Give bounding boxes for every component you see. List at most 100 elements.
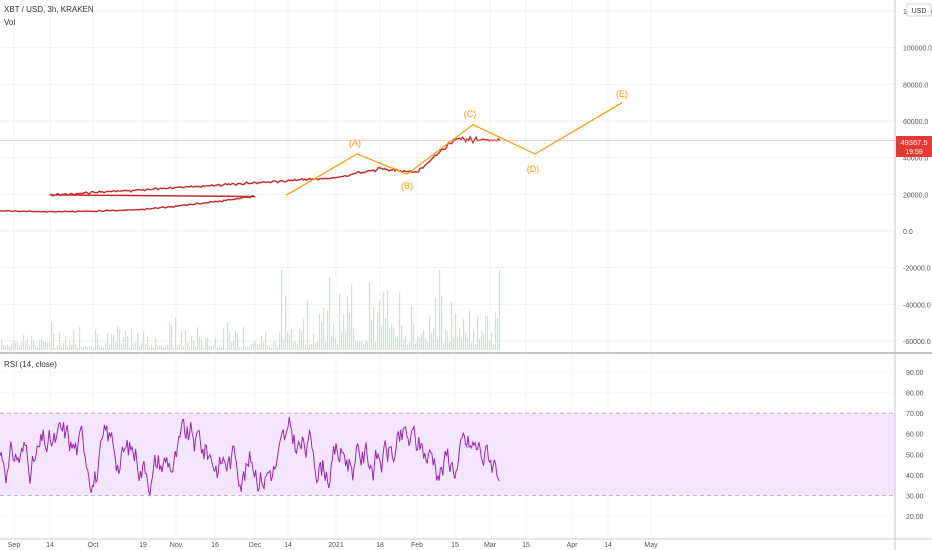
volume-bar [441,295,443,350]
volume-bar [467,338,469,350]
volume-bar [385,317,387,350]
volume-bar [373,307,375,350]
volume-bar [235,331,237,350]
price-axis-label: 0.0 [903,229,913,236]
volume-bar [25,342,27,350]
volume-bar [275,341,277,350]
volume-bar [405,336,407,350]
wave-label: (C) [464,109,477,119]
volume-bar [479,339,481,350]
volume-bar [309,344,311,350]
volume-bar [271,347,273,350]
volume-bar [455,313,457,350]
time-axis-label: 18 [376,542,384,549]
volume-bar [229,332,231,350]
volume-bar [47,342,49,350]
volume-bar [345,331,347,350]
volume-bar [57,345,59,350]
time-axis-label: 14 [46,542,54,549]
volume-bar [423,330,425,350]
price-axis-label: 40000.0 [903,156,928,163]
volume-bar [127,336,129,350]
volume-bar [221,347,223,350]
volume-bar [241,347,243,350]
time-axis-label: 14 [604,542,612,549]
volume-bar [487,316,489,350]
time-axis[interactable]: Sep 14 Oct 19 Nov 16 Dec 14 2021 18 Feb 15 Mar 15 Apr 1… [8,542,658,549]
volume-bar [109,344,111,350]
volume-bar [183,345,185,350]
volume-bar [361,342,363,350]
volume-bar [473,331,475,350]
volume-bar [321,322,323,350]
volume-bar [377,312,379,350]
volume-bar [65,336,67,350]
volume-bar [129,347,131,350]
volume-bar [277,347,279,350]
volume-bar [93,347,95,350]
price-axis-label: 60000.0 [903,119,928,126]
rsi-axis-label: 60.00 [906,432,924,439]
rsi-axis-label: 80.00 [906,391,924,398]
time-axis-label: Oct [88,542,99,549]
volume-bar [497,317,499,350]
rsi-axis-label: 20.00 [906,514,924,521]
volume-bar [51,321,53,350]
volume-bar [425,338,427,350]
time-axis-label: Feb [411,542,423,549]
volume-bar [1,339,3,350]
price-line [0,135,501,213]
currency-badge[interactable] [906,3,932,17]
volume-bar [369,282,371,350]
time-axis-label: Dec [249,542,262,549]
volume-bar [165,345,167,350]
volume-bar [263,341,265,350]
volume-bar [145,343,147,350]
volume-bar [461,338,463,350]
volume-bar [69,340,71,350]
volume-bar [147,336,149,350]
volume-bar [327,310,329,350]
volume-bar [153,347,155,350]
volume-bar [207,338,209,350]
symbol-title: XBT / USD, 3h, KRAKEN [4,5,94,14]
volume-bar [143,331,145,350]
volume-bar [119,329,121,350]
volume-bar [195,346,197,350]
volume-bar [389,328,391,350]
volume-bar [227,322,229,350]
rsi-axis[interactable]: 90.00 80.00 70.00 60.00 50.00 40.00 30.00 20.00 [906,370,924,521]
volume-bar [49,341,51,350]
volume-bar [379,300,381,350]
volume-bar [457,336,459,350]
volume-bar [299,328,301,350]
volume-bar [11,343,13,350]
volume-bar [105,343,107,350]
volume-bar [17,342,19,350]
volume-bar [297,344,299,350]
volume-bar [7,344,9,350]
volume-bar [429,315,431,350]
volume-bar [445,329,447,350]
volume-bar [117,326,119,350]
volume-bar [453,337,455,350]
rsi-axis-label: 40.00 [906,473,924,480]
volume-bar [161,345,163,350]
volume-bar [135,343,137,350]
volume-bar [273,341,275,350]
elliott-wave-projection [285,102,623,196]
price-axis-label: -40000.0 [903,302,931,309]
volume-bar [265,331,267,350]
volume-bar [103,347,105,350]
volume-bar [89,346,91,350]
volume-bar [251,344,253,350]
volume-bar [41,338,43,350]
time-axis-label: Nov [170,542,183,549]
volume-bar [187,342,189,350]
volume-bar [409,341,411,350]
volume-bar [211,345,213,350]
volume-bar [101,347,103,350]
volume-bar [87,347,89,350]
volume-bar [339,293,341,350]
